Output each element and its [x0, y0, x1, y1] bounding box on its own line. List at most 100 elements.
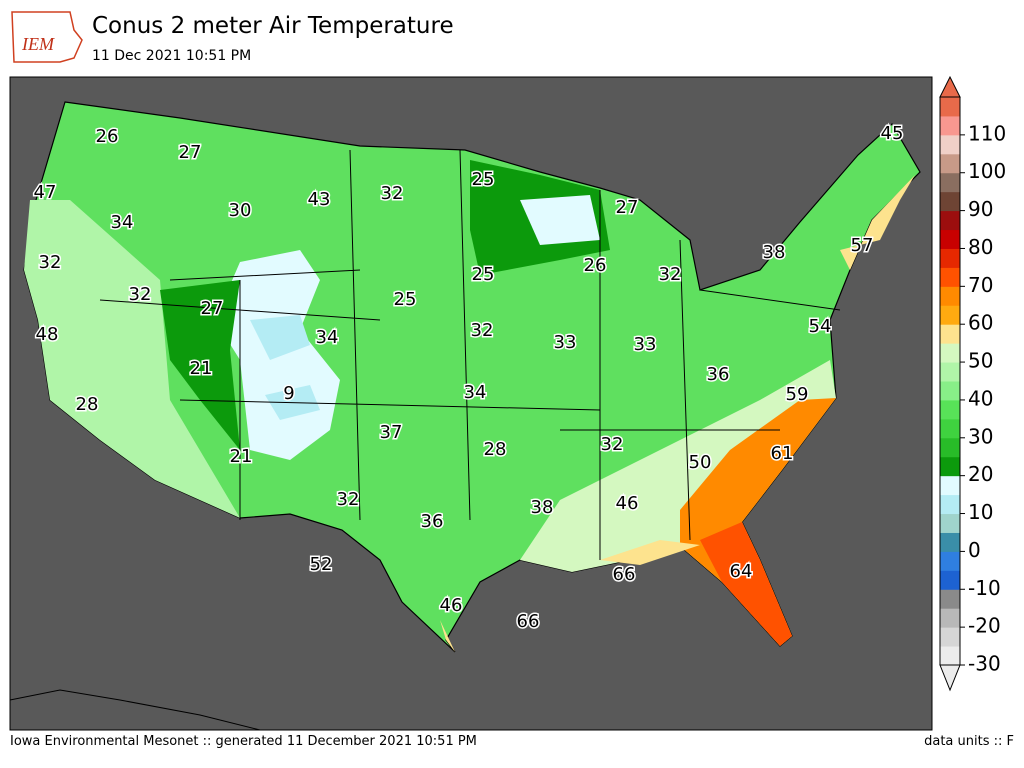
temperature-label: 38 [531, 497, 554, 518]
temperature-label: 32 [601, 434, 624, 455]
temperature-label: 27 [201, 298, 224, 319]
colorbar-segment [940, 437, 960, 458]
cold-pockets [250, 315, 320, 420]
colorbar-segment [940, 229, 960, 249]
colorbar-segment [940, 97, 960, 117]
temperature-label: 45 [881, 123, 904, 144]
colorbar-tick-label: 70 [968, 273, 993, 297]
colorbar-tick-label: 90 [968, 197, 993, 221]
temperature-label: 28 [484, 439, 507, 460]
temperature-label: 32 [39, 252, 62, 273]
temperature-label: 27 [616, 197, 639, 218]
colorbar-segment [940, 153, 960, 174]
temperature-label: 25 [472, 264, 495, 285]
temperature-label: 30 [229, 200, 252, 221]
colorbar-segment [940, 475, 960, 496]
colorbar-segment [940, 627, 960, 647]
logo-outline [11, 11, 83, 63]
colorbar-extend-low [939, 664, 961, 692]
temperature-label: 52 [310, 554, 333, 575]
state-lines [99, 149, 841, 560]
temperature-label: 43 [308, 189, 331, 210]
temperature-label: 34 [464, 382, 487, 403]
colorbar-segment [940, 418, 960, 439]
colorbar-segment [940, 494, 960, 515]
footer-right: data units :: F [924, 734, 1014, 749]
temperature-label: 25 [472, 169, 495, 190]
temperature-label: 46 [440, 595, 463, 616]
temperature-label: 21 [190, 358, 213, 379]
temperature-label: 32 [659, 264, 682, 285]
temperature-label: 26 [584, 255, 607, 276]
temperature-label: 33 [634, 334, 657, 355]
colorbar-tick-label: 80 [968, 235, 993, 259]
colorbar-tick-label: 60 [968, 311, 993, 335]
temperature-label: 54 [809, 316, 832, 337]
colorbar-segment [940, 343, 960, 363]
colorbar-segment [940, 381, 960, 401]
temperature-label: 64 [730, 561, 753, 582]
land [9, 101, 921, 731]
cool-great-basin [160, 280, 240, 450]
cold-wisconsin [520, 195, 600, 245]
colorbar-tick-label: 110 [968, 121, 1006, 145]
colorbar-segment [940, 570, 960, 590]
temperature-label: 38 [763, 242, 786, 263]
temperature-label: 36 [421, 511, 444, 532]
temperature-label: 34 [111, 212, 134, 233]
colorbar-segment [940, 191, 960, 212]
colorbar-segment [940, 646, 960, 666]
title: Conus 2 meter Air Temperature [92, 13, 454, 39]
colorbar-segment [940, 210, 960, 231]
colorbar-segment [940, 248, 960, 268]
temperature-label: 28 [76, 394, 99, 415]
colorbar-segment [940, 532, 960, 552]
temperature-label: 32 [129, 284, 152, 305]
logo: IEM [11, 11, 83, 63]
temperature-label: 37 [380, 422, 403, 443]
colorbar-tick-label: -10 [968, 576, 1001, 600]
temperature-label: 33 [554, 332, 577, 353]
colorbar-tick-label: 0 [968, 538, 981, 562]
temperature-label: 66 [517, 611, 540, 632]
colorbar-segment [940, 608, 960, 628]
colorbar-segment [940, 456, 960, 477]
temperature-label: 57 [851, 235, 874, 256]
temperature-label: 36 [707, 364, 730, 385]
temperature-label: 9 [283, 383, 294, 404]
footer-left: Iowa Environmental Mesonet :: generated … [10, 734, 477, 749]
colorbar-segment [940, 362, 960, 382]
temperature-label: 66 [613, 564, 636, 585]
colorbar-segment [940, 399, 960, 420]
colorbar-segment [940, 115, 960, 136]
colorbar: -30 -20 -10 0 10 20 30 40 50 60 70 80 90 100 110 [939, 75, 1006, 692]
colorbar-extend-high [939, 75, 961, 98]
colorbar-segment [940, 305, 960, 325]
temperature-label: 32 [471, 320, 494, 341]
colorbar-border [939, 96, 961, 666]
colorbar-tick-label: 30 [968, 424, 993, 448]
colorbar-tick-label: 10 [968, 500, 993, 524]
temperature-label: 25 [394, 289, 417, 310]
temperature-label: 32 [337, 489, 360, 510]
colorbar-segment [940, 513, 960, 533]
mexico-coast [9, 689, 261, 731]
colorbar-tick-label: 40 [968, 386, 993, 410]
temperature-label: 47 [34, 182, 57, 203]
colorbar-tick-label: -30 [968, 652, 1001, 676]
colorbar-segment [940, 267, 960, 287]
colorbar-segment [940, 134, 960, 155]
temperature-label: 21 [230, 446, 253, 467]
temperature-label: 34 [316, 327, 339, 348]
temperature-label: 59 [786, 384, 809, 405]
temperature-label: 26 [96, 126, 119, 147]
colorbar-segment [940, 324, 960, 344]
temperature-label: 48 [36, 324, 59, 345]
temperature-label: 27 [179, 142, 202, 163]
temperature-label: 61 [771, 443, 794, 464]
colorbar-segment [940, 172, 960, 193]
temperature-label: 32 [381, 183, 404, 204]
colorbar-tick-label: 100 [968, 159, 1006, 183]
